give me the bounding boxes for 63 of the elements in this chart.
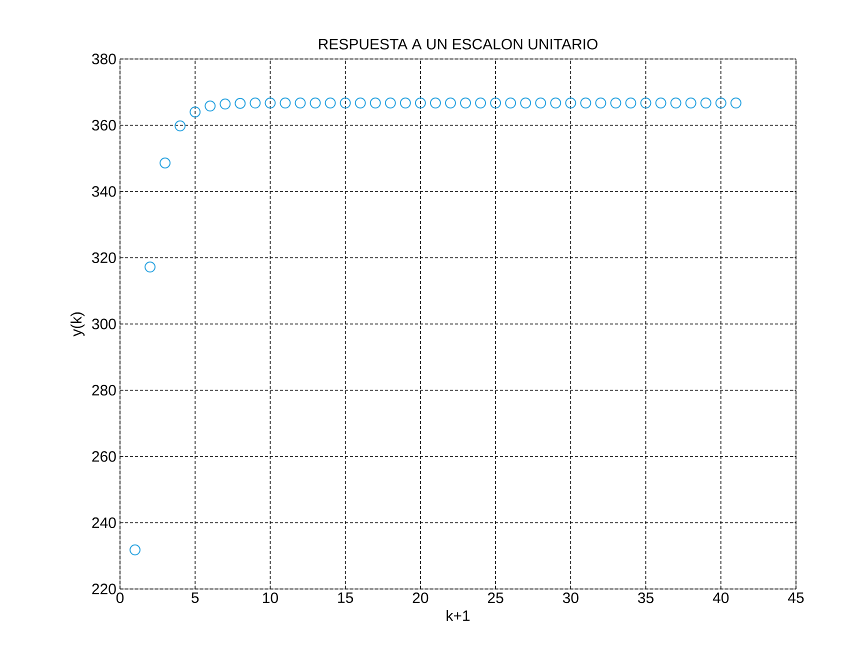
point — [685, 98, 696, 109]
point — [190, 106, 201, 118]
y-tick-label: 260 — [92, 451, 116, 462]
point — [310, 98, 321, 109]
x-tick-label: 30 — [562, 592, 578, 604]
point — [370, 98, 381, 109]
point — [670, 98, 682, 109]
x-tick-label: 40 — [712, 592, 729, 604]
x-tick-label: 0 — [116, 592, 124, 604]
x-tick-label: 5 — [192, 592, 199, 603]
y-tick-label: 220 — [92, 584, 116, 594]
x-axis-title: k+1 — [446, 610, 470, 621]
point — [250, 98, 261, 109]
chart-title: RESPUESTA A UN ESCALON UNITARIO — [319, 38, 598, 50]
point — [340, 98, 351, 109]
point — [174, 120, 186, 132]
x-tick-label: 25 — [488, 592, 504, 604]
point — [460, 98, 472, 109]
x-tick-label: 35 — [638, 592, 654, 604]
point — [294, 98, 306, 109]
point — [640, 98, 652, 109]
point — [234, 98, 246, 109]
y-tick-label: 340 — [92, 186, 116, 197]
x-tick-label: 10 — [263, 592, 278, 604]
point — [595, 98, 606, 109]
point — [414, 98, 426, 109]
y-tick-label: 320 — [92, 252, 116, 264]
point — [490, 98, 502, 109]
y-tick-label: 360 — [92, 120, 116, 131]
point — [655, 98, 666, 109]
point — [130, 544, 141, 556]
point — [625, 98, 636, 109]
point — [715, 98, 726, 109]
x-tick-label: 15 — [338, 592, 354, 603]
point — [144, 262, 156, 273]
point — [580, 98, 592, 109]
point — [264, 98, 276, 109]
y-tick-label: 280 — [92, 384, 116, 396]
point — [204, 100, 216, 112]
point — [565, 98, 576, 109]
point — [280, 98, 291, 109]
point — [384, 98, 396, 109]
point — [700, 98, 712, 109]
point — [505, 98, 516, 109]
y-tick-label: 380 — [92, 54, 116, 64]
point — [520, 98, 532, 109]
point — [535, 98, 546, 109]
point — [550, 98, 562, 109]
point — [400, 98, 411, 109]
point — [430, 98, 441, 109]
y-tick-label: 240 — [92, 517, 116, 528]
y-tick-label: 300 — [92, 318, 116, 330]
x-tick-label: 45 — [788, 592, 804, 603]
point — [610, 98, 622, 109]
x-tick-label: 20 — [412, 592, 428, 604]
point — [220, 98, 231, 110]
point — [475, 98, 486, 109]
point — [160, 158, 171, 168]
y-axis-title: y(k) — [70, 312, 85, 336]
point — [354, 98, 366, 109]
point — [444, 98, 456, 109]
point — [730, 98, 742, 109]
point — [324, 98, 336, 109]
